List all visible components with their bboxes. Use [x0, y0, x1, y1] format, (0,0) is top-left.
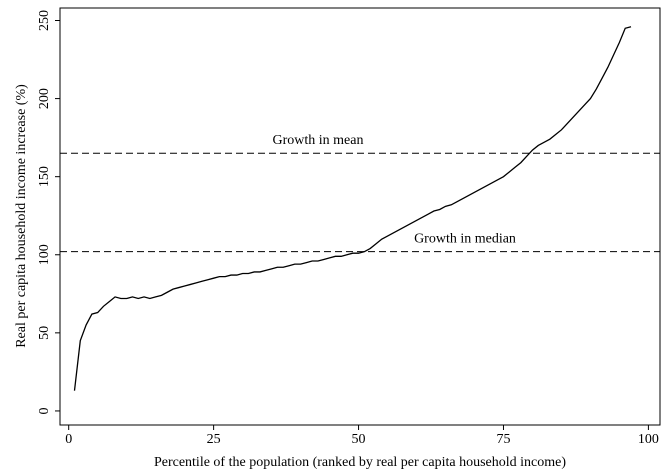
- plot-frame: [59, 7, 661, 426]
- x-tick-label: 100: [638, 432, 659, 447]
- y-tick-label: 100: [37, 244, 52, 265]
- reference-label: Growth in mean: [273, 133, 364, 148]
- x-tick-label: 75: [496, 432, 510, 447]
- y-tick-label: 200: [37, 88, 52, 109]
- x-tick-label: 25: [207, 432, 221, 447]
- y-axis-label: Real per capita household income increas…: [14, 84, 29, 348]
- curve: [73, 26, 632, 391]
- x-tick-label: 50: [352, 432, 366, 447]
- y-tick-label: 0: [37, 407, 52, 414]
- y-tick-label: 150: [37, 166, 52, 187]
- x-tick-label: 0: [65, 432, 72, 447]
- y-tick-label: 250: [37, 10, 52, 31]
- reference-label: Growth in median: [414, 232, 516, 247]
- y-tick-label: 50: [37, 326, 52, 340]
- x-axis-label: Percentile of the population (ranked by …: [154, 455, 566, 470]
